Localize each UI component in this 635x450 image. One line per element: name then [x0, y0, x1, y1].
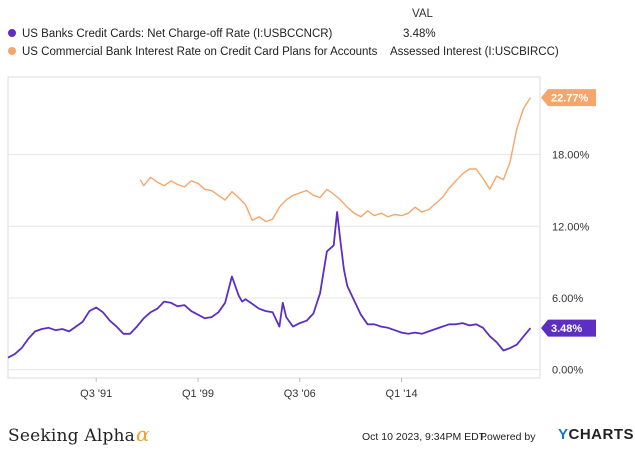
- ycharts-logo[interactable]: YCHARTS: [558, 426, 634, 443]
- legend-dot-charge-off: [8, 29, 16, 37]
- y-tick-label-2: 12.00%: [552, 221, 590, 233]
- y-tick-label-0: 0.00%: [552, 365, 583, 377]
- y-axis-ticks: 0.00% 6.00% 12.00% 18.00%: [552, 150, 590, 377]
- ycharts-wordmark: CHARTS: [568, 426, 635, 443]
- x-axis-ticks: Q3 '91 Q1 '99 Q3 '06 Q1 '14: [80, 388, 417, 400]
- seeking-alpha-text: Seeking Alpha: [8, 426, 136, 446]
- legend-dot-interest-rate: [8, 47, 16, 55]
- end-label-badge-1: [541, 89, 596, 107]
- x-tick-label-3: Q1 '14: [386, 388, 418, 400]
- y-tick-label-1: 6.00%: [552, 293, 583, 305]
- legend-item-charge-off[interactable]: US Banks Credit Cards: Net Charge-off Ra…: [6, 26, 436, 42]
- legend-value-charge-off: 3.48%: [403, 28, 436, 40]
- legend-label-interest-rate: US Commercial Bank Interest Rate on Cred…: [22, 46, 378, 58]
- x-tick-label-0: Q3 '91: [80, 388, 112, 400]
- end-label-badge-0: [541, 319, 596, 337]
- alpha-icon: α: [136, 422, 150, 446]
- timestamp: Oct 10 2023, 9:34PM EDT.: [362, 431, 487, 443]
- gridlines: [8, 154, 540, 382]
- ycharts-y: Y: [558, 426, 569, 443]
- series-line-charge-off-rate: [7, 211, 532, 359]
- legend-label-interest-rate-cont: Assessed Interest (I:USCBIRCC): [390, 46, 559, 58]
- series-line-interest-rate: [139, 97, 532, 223]
- legend-value-header: VAL: [412, 8, 433, 20]
- y-tick-label-3: 18.00%: [552, 150, 590, 162]
- legend-label-charge-off: US Banks Credit Cards: Net Charge-off Ra…: [22, 28, 333, 40]
- x-tick-label-2: Q3 '06: [284, 388, 316, 400]
- plot-frame: [7, 76, 541, 379]
- end-label-text-1: 22.77%: [551, 93, 589, 105]
- end-label-text-0: 3.48%: [551, 323, 582, 335]
- end-value-labels: 3.48% 22.77%: [541, 89, 596, 337]
- powered-by-label: Powered by: [480, 431, 536, 443]
- x-tick-label-1: Q1 '99: [182, 388, 214, 400]
- legend-item-interest-rate[interactable]: US Commercial Bank Interest Rate on Cred…: [6, 44, 559, 60]
- seeking-alpha-logo[interactable]: Seeking Alphaα: [8, 422, 150, 446]
- footer: Seeking Alphaα Oct 10 2023, 9:34PM EDT. …: [0, 418, 635, 450]
